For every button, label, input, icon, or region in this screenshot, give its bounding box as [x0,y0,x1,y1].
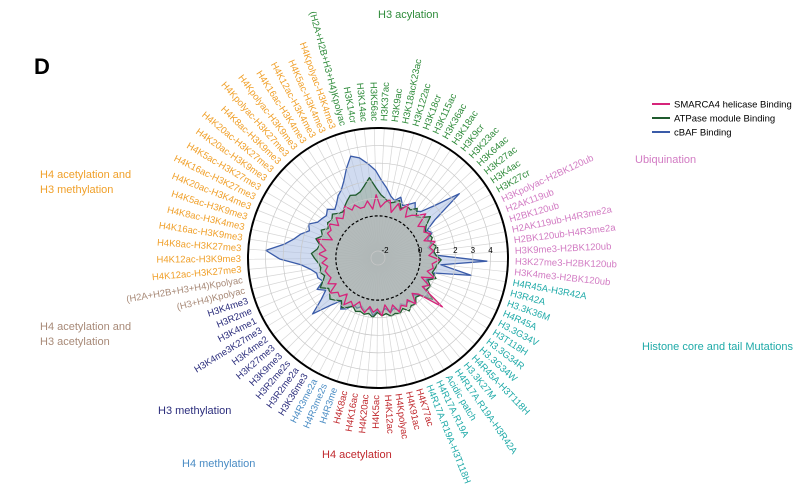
axis-label: H4K5ac [371,395,382,429]
legend-label: ATPase module Binding [674,114,775,125]
axis-label: H4K12ac [382,394,396,434]
grid-circle [282,162,474,354]
grid-circle [265,145,491,371]
axis-label: H3K37ac [379,82,392,122]
axis-label: H3K14ac [354,82,369,122]
axis-label: H3K27me3-H2BK120ub [515,257,617,271]
panel-label: D [34,54,50,79]
group-title: H4 methylation [182,458,255,470]
axis-label: H4K12ac-H3K9me3 [156,254,241,266]
group-title: H3 acylation [378,9,439,21]
radar-area [316,194,443,317]
group-title: Ubiquination [635,154,696,166]
r-tick-label: 4 [488,246,493,255]
grid-circle [335,215,421,301]
axis-label: H3K9me3-H2BK120ub [515,241,612,257]
group-title: H3 acetylation [40,336,110,348]
grid-circle [317,197,439,319]
legend-label: SMARCA4 helicase Binding [674,100,792,111]
outer-circle [247,127,509,389]
axis-label: H4K20ac [357,394,371,434]
r-tick-label: 2 [453,246,458,255]
group-title: H3 methylation [40,184,113,196]
axis-label: H3K56ac [367,82,379,122]
r-tick-label: 0 [418,246,423,255]
axis-label: H3K9ac [390,88,405,123]
grid-circle [300,180,456,336]
group-title: H4 acetylation and [40,169,131,181]
legend-label: cBAF Binding [674,128,732,139]
r-tick-label: 3 [471,246,476,255]
group-title: H4 acetylation and [40,321,131,333]
grid-circle [370,250,386,266]
group-title: H4 acetylation [322,449,392,461]
group-title: H3 methylation [158,405,231,417]
group-title: Histone core and tail Mutations [642,341,794,353]
r-tick-label: 1 [436,246,441,255]
r-tick-label: -2 [381,246,389,255]
